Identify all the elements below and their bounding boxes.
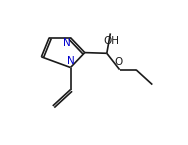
Text: N: N xyxy=(63,38,70,48)
Text: O: O xyxy=(115,57,123,67)
Text: N: N xyxy=(67,56,75,66)
Text: OH: OH xyxy=(104,36,120,46)
